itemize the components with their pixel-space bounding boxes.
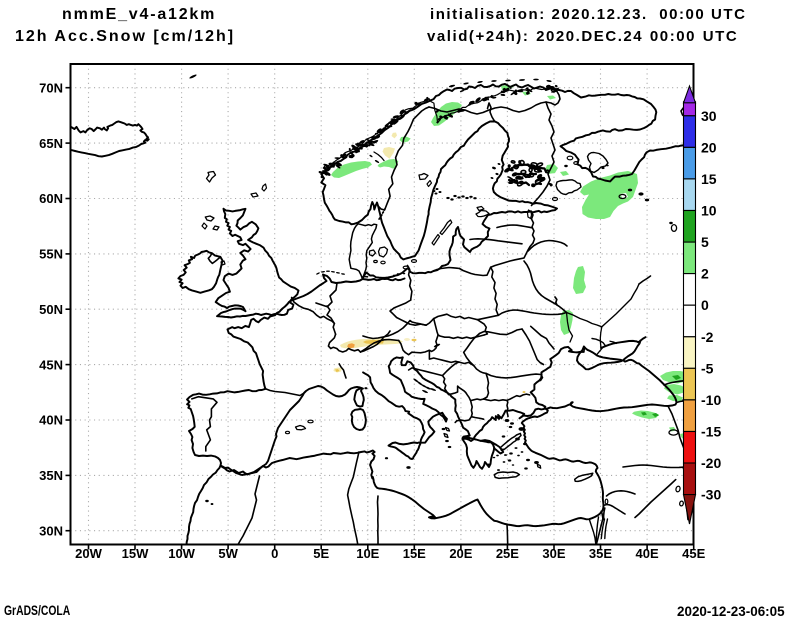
svg-text:25E: 25E [496, 546, 519, 561]
svg-text:-10: -10 [701, 392, 721, 408]
svg-text:10W: 10W [168, 546, 195, 561]
svg-text:45E: 45E [682, 546, 705, 561]
svg-text:40N: 40N [39, 413, 63, 428]
svg-text:15W: 15W [122, 546, 149, 561]
svg-text:15E: 15E [403, 546, 426, 561]
svg-text:65N: 65N [39, 136, 63, 151]
svg-text:40E: 40E [636, 546, 659, 561]
svg-text:15: 15 [701, 171, 717, 187]
svg-text:20W: 20W [75, 546, 102, 561]
svg-text:50N: 50N [39, 302, 63, 317]
svg-text:35N: 35N [39, 468, 63, 483]
svg-text:70N: 70N [39, 80, 63, 95]
svg-text:-5: -5 [701, 360, 714, 376]
svg-text:-30: -30 [701, 487, 721, 503]
svg-text:60N: 60N [39, 191, 63, 206]
svg-text:45N: 45N [39, 357, 63, 372]
svg-text:30N: 30N [39, 523, 63, 538]
svg-text:35E: 35E [589, 546, 612, 561]
svg-text:-2: -2 [701, 329, 714, 345]
svg-text:0: 0 [271, 546, 278, 561]
svg-text:5E: 5E [313, 546, 329, 561]
svg-text:-15: -15 [701, 424, 721, 440]
svg-text:10: 10 [701, 203, 717, 219]
svg-text:30E: 30E [542, 546, 565, 561]
svg-text:5: 5 [701, 234, 709, 250]
svg-text:-20: -20 [701, 455, 721, 471]
svg-text:0: 0 [701, 297, 709, 313]
svg-text:10E: 10E [356, 546, 379, 561]
svg-text:20E: 20E [449, 546, 472, 561]
svg-text:2: 2 [701, 266, 709, 282]
svg-text:20: 20 [701, 139, 717, 155]
svg-text:5W: 5W [218, 546, 238, 561]
svg-text:55N: 55N [39, 247, 63, 262]
svg-text:30: 30 [701, 108, 717, 124]
